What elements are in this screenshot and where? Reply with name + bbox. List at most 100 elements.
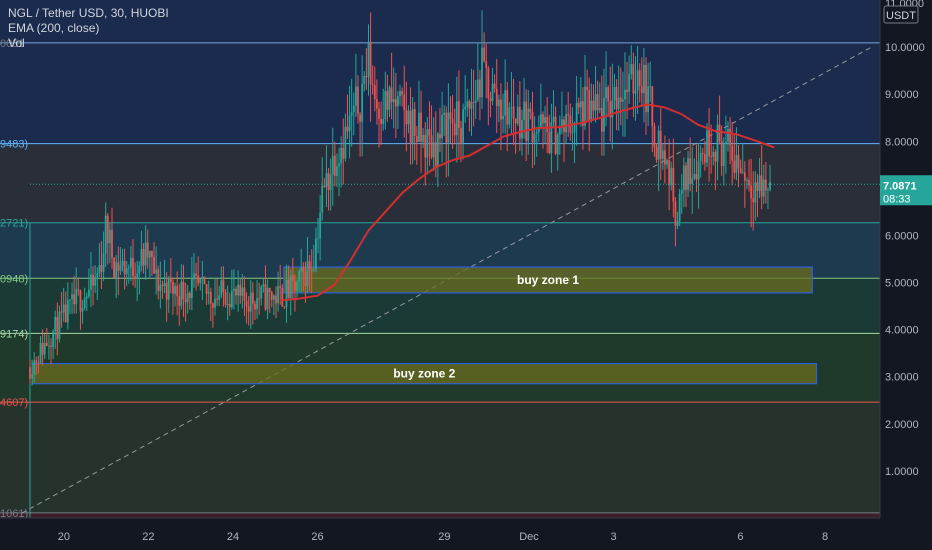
candle-body bbox=[371, 84, 374, 86]
candle-body bbox=[621, 99, 624, 102]
candle-body bbox=[50, 345, 52, 348]
candle-body bbox=[748, 179, 750, 186]
candle-body bbox=[134, 276, 137, 279]
candle-body bbox=[769, 181, 771, 190]
candle-body bbox=[491, 83, 494, 102]
candle-body bbox=[363, 75, 366, 84]
candle-body bbox=[743, 172, 746, 181]
candle-body bbox=[375, 99, 378, 109]
candle-body bbox=[41, 343, 44, 355]
buy-zone-2-label[interactable]: buy zone 2 bbox=[393, 367, 455, 381]
candle-body bbox=[493, 83, 496, 89]
candle-body bbox=[329, 174, 332, 191]
candle-body bbox=[85, 296, 88, 299]
candle-body bbox=[243, 287, 246, 301]
time-tick: 3 bbox=[611, 531, 617, 543]
candle-body bbox=[235, 288, 237, 296]
candle-body bbox=[319, 212, 322, 239]
buy-zone-1-box[interactable] bbox=[283, 266, 813, 294]
time-tick: 26 bbox=[311, 531, 323, 543]
symbol-title[interactable]: NGL / Tether USD, 30, HUOBI bbox=[8, 6, 169, 20]
candle-body bbox=[678, 193, 681, 222]
candle-body bbox=[249, 292, 252, 312]
price-tick: 9.0000 bbox=[885, 89, 919, 101]
candle-body bbox=[100, 265, 103, 272]
ema-200-line[interactable] bbox=[279, 103, 775, 302]
candle-body bbox=[56, 316, 59, 340]
candle-body bbox=[457, 101, 460, 129]
candle-body bbox=[333, 155, 336, 176]
candle-body bbox=[401, 91, 404, 95]
candle-body bbox=[291, 275, 294, 281]
candle-body bbox=[239, 284, 242, 296]
price-tick: 4.0000 bbox=[885, 325, 919, 337]
candle-body bbox=[582, 101, 584, 126]
candle-body bbox=[161, 284, 164, 286]
candle-body bbox=[554, 116, 557, 155]
buy-zones[interactable]: buy zone 1 buy zone 2 bbox=[31, 266, 818, 385]
price-axis[interactable]: 11.000010.00009.00008.00007.00006.00005.… bbox=[30, 0, 932, 550]
candle-body bbox=[357, 86, 359, 115]
candle-body bbox=[649, 86, 652, 88]
candle-body bbox=[680, 190, 683, 194]
candle-body bbox=[205, 284, 208, 294]
candle-body bbox=[106, 215, 109, 244]
candle-body bbox=[58, 311, 61, 340]
volume-label[interactable]: Vol bbox=[8, 36, 25, 50]
price-tick-top: 11.0000 bbox=[885, 0, 924, 10]
candle-body bbox=[380, 118, 383, 124]
candle-body bbox=[153, 256, 155, 274]
indicator-label[interactable]: EMA (200, close) bbox=[8, 21, 100, 35]
candle-body bbox=[233, 288, 235, 291]
currency-button[interactable] bbox=[883, 5, 919, 24]
candle-body bbox=[251, 292, 254, 304]
candle-body bbox=[226, 304, 229, 306]
candle-body bbox=[214, 298, 216, 308]
candle-body bbox=[533, 133, 536, 143]
candle-body bbox=[390, 87, 393, 103]
buy-zone-1-label[interactable]: buy zone 1 bbox=[517, 273, 579, 287]
candle-body bbox=[117, 262, 120, 271]
candle-body bbox=[645, 64, 647, 113]
candle-body bbox=[741, 172, 744, 174]
price-tick: 5.0000 bbox=[885, 278, 919, 290]
candle-body bbox=[75, 289, 78, 305]
currency-label[interactable]: USDT bbox=[886, 10, 916, 22]
candle-body bbox=[529, 108, 532, 112]
candle-body bbox=[476, 79, 479, 101]
candle-body bbox=[228, 304, 231, 308]
candle-body bbox=[119, 265, 122, 271]
candle-body bbox=[123, 260, 126, 275]
price-tick: 1.0000 bbox=[885, 466, 919, 478]
candle-body bbox=[552, 116, 555, 123]
fib-band bbox=[0, 143, 880, 223]
current-price-badge[interactable] bbox=[880, 175, 932, 206]
current-price-value[interactable]: 7.0871 bbox=[883, 180, 917, 192]
price-tick: 10.0000 bbox=[885, 42, 925, 54]
candle-body bbox=[420, 112, 422, 142]
candle-body bbox=[275, 295, 277, 304]
candle-body bbox=[195, 273, 197, 276]
candle-body bbox=[287, 279, 290, 299]
candle-body bbox=[727, 128, 729, 142]
candle-body bbox=[746, 179, 748, 181]
candle-body bbox=[174, 285, 176, 294]
candle-body bbox=[548, 131, 551, 154]
time-axis[interactable]: 20 22 24 26 29 Dec 3 6 8 bbox=[0, 517, 932, 550]
candle-body bbox=[79, 290, 82, 312]
candle-body bbox=[212, 303, 214, 308]
fib-band bbox=[0, 402, 880, 513]
candle-body bbox=[346, 126, 349, 132]
fibonacci-retracement[interactable] bbox=[0, 0, 880, 518]
candle-body bbox=[693, 173, 696, 179]
candle-body bbox=[628, 73, 631, 92]
candle-body bbox=[163, 282, 166, 286]
candle-body bbox=[281, 287, 284, 307]
candle-body bbox=[643, 64, 645, 94]
candle-body bbox=[102, 253, 105, 272]
time-tick: 24 bbox=[227, 531, 239, 543]
candle-body bbox=[470, 101, 473, 109]
candle-body bbox=[441, 114, 443, 139]
candle-body bbox=[497, 99, 500, 107]
